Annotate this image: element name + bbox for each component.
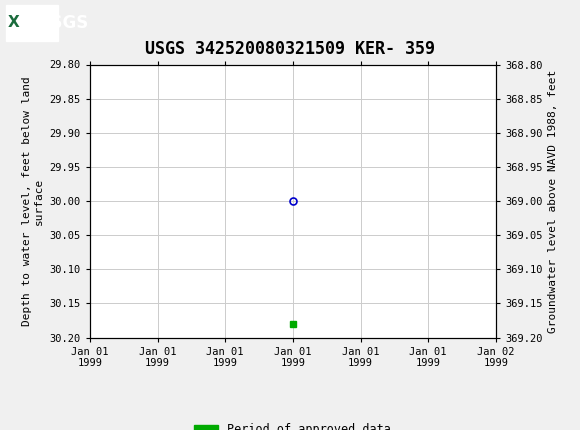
Text: X: X [8,15,20,30]
Text: USGS: USGS [38,14,89,31]
Text: USGS 342520080321509 KER- 359: USGS 342520080321509 KER- 359 [145,40,435,58]
Y-axis label: Depth to water level, feet below land
surface: Depth to water level, feet below land su… [23,76,44,326]
Legend: Period of approved data: Period of approved data [190,418,396,430]
Bar [6,4,58,41]
Y-axis label: Groundwater level above NAVD 1988, feet: Groundwater level above NAVD 1988, feet [548,69,558,333]
